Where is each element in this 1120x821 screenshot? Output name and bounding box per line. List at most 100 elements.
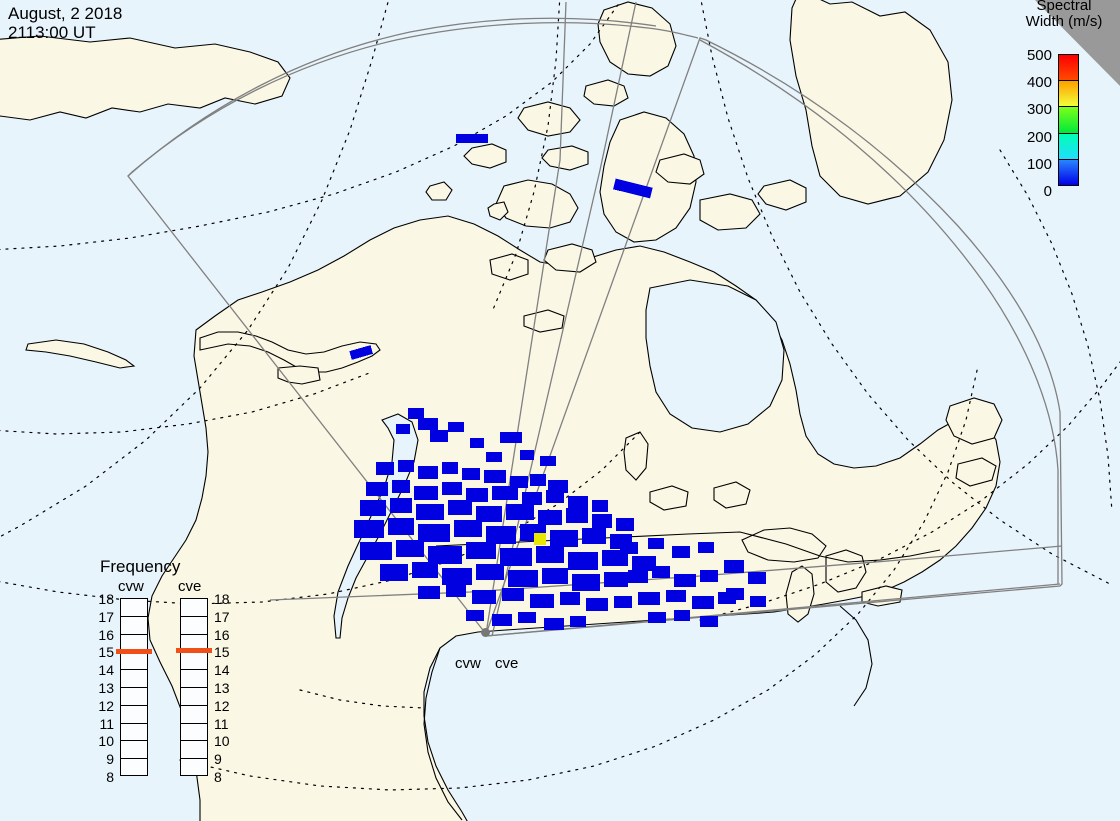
frequency-column-label-cve: cve	[178, 578, 202, 595]
frequency-gauge-cell	[181, 741, 207, 760]
frequency-tick-cve-16: 16	[214, 626, 230, 643]
colorbar-tick-400: 400	[1026, 74, 1052, 92]
frequency-tick-cvw-9: 9	[106, 751, 114, 768]
frequency-gauge-cell	[181, 706, 207, 724]
frequency-gauge-cell	[121, 617, 147, 635]
colorbar-tick-300: 300	[1026, 101, 1052, 119]
radar-data-cells	[349, 134, 766, 630]
map-corner-mask	[1035, 0, 1120, 86]
landmass-aleutian-island-2	[277, 365, 321, 385]
fov-cve-east-edge	[699, 39, 1059, 584]
frequency-gauge-cell	[121, 759, 147, 777]
landmass-newfoundland	[945, 397, 1003, 445]
data-cell-high-value	[534, 533, 546, 545]
great-lake-superior	[741, 527, 827, 563]
colorbar-band-0	[1058, 54, 1079, 82]
landmass-arctic-island-4	[463, 143, 507, 169]
colorbar-band-1	[1058, 80, 1079, 108]
frequency-tick-cvw-13: 13	[98, 680, 114, 696]
colorbar-title-line1: Spectral	[1036, 0, 1092, 14]
frequency-tick-cvw-18: 18	[98, 591, 114, 607]
landmass-arctic-island-9	[699, 193, 761, 231]
landmass-arctic-island-2	[583, 79, 629, 107]
landmass-arctic-island-10	[757, 179, 807, 211]
frequency-marker-cvw	[116, 649, 152, 655]
frequency-gauge-cell	[181, 688, 207, 706]
frequency-column-label-cvw: cvw	[118, 578, 144, 595]
frequency-gauge-cell	[181, 652, 207, 671]
lake-athabasca	[649, 485, 689, 511]
frequency-panel-title: Frequency	[100, 557, 181, 576]
landmass-baffin-island	[599, 111, 697, 243]
frequency-tick-cve-15: 15	[214, 644, 230, 661]
landmass-arctic-island-8	[487, 201, 509, 221]
frequency-marker-cve	[176, 647, 212, 653]
landmass-siberia	[0, 35, 291, 121]
frequency-gauge-cell	[181, 670, 207, 688]
frequency-tick-cve-9: 9	[214, 751, 222, 768]
fov-cvw-outline	[127, 22, 699, 635]
radar-site-label-cve: cve	[495, 655, 519, 672]
frequency-tick-cve-18: 18	[214, 591, 230, 607]
landmass-nova-scotia	[955, 457, 997, 487]
frequency-gauge-cell	[181, 599, 207, 617]
fov-cve-outline	[485, 37, 1063, 637]
frequency-tick-cve-17: 17	[214, 608, 230, 625]
frequency-gauge-cell	[121, 670, 147, 688]
frequency-gauge-cell	[121, 652, 147, 671]
frequency-gauge-cell	[181, 724, 207, 742]
frequency-gauge-cell	[121, 724, 147, 742]
frequency-gauge-cell	[121, 741, 147, 760]
plot-time: 2113:00 UT	[8, 23, 96, 42]
frequency-tick-cvw-11: 11	[99, 715, 114, 732]
plot-date: August, 2 2018	[8, 4, 123, 23]
frequency-gauge-cvw[interactable]	[120, 598, 148, 776]
frequency-gauge-cell	[181, 759, 207, 777]
radar-site-label-cvw: cvw	[455, 655, 481, 672]
radar-site-marker	[481, 628, 490, 637]
landmass-arctic-island-5	[541, 145, 589, 171]
landmass-arctic-island-6	[543, 243, 597, 273]
frequency-tick-cvw-15: 15	[98, 644, 114, 661]
frequency-tick-cve-13: 13	[214, 680, 230, 696]
colorbar-band-2	[1058, 106, 1079, 134]
coastline-california	[423, 647, 463, 821]
great-lake-huron	[825, 549, 867, 593]
colorbar-tick-0: 0	[1043, 183, 1052, 200]
graticule	[0, 0, 1120, 791]
frequency-tick-cve-11: 11	[214, 715, 229, 732]
frequency-tick-cvw-14: 14	[98, 662, 114, 679]
landmass-arctic-island-1	[517, 101, 581, 137]
hudson-bay	[645, 279, 785, 433]
landmass-arctic-island-3	[655, 153, 705, 185]
colorbar-title: Spectral Width (m/s)	[1008, 0, 1120, 30]
frequency-tick-cve-14: 14	[214, 662, 230, 679]
frequency-tick-cvw-16: 16	[98, 626, 114, 643]
colorbar-band-4	[1058, 158, 1079, 186]
frequency-gauge-cell	[181, 617, 207, 635]
landmass-ellesmere-island	[597, 1, 677, 77]
colorbar-tick-200: 200	[1026, 128, 1052, 146]
colorbar-title-line2: Width (m/s)	[1025, 13, 1103, 30]
lake-winnipeg	[623, 431, 649, 481]
colorbar-band-3	[1058, 132, 1079, 160]
colorbar-tick-500: 500	[1026, 47, 1052, 64]
frequency-tick-cve-12: 12	[214, 697, 230, 714]
frequency-gauge-cell	[121, 706, 147, 724]
frequency-gauge-cell	[121, 688, 147, 706]
landmass-greenland	[789, 0, 953, 205]
frequency-tick-cve-8: 8	[214, 769, 222, 785]
colorbar-tick-100: 100	[1026, 155, 1052, 173]
landmass-aleutian-island-1	[25, 339, 136, 369]
frequency-gauge-cve[interactable]	[180, 598, 208, 776]
frequency-tick-cvw-17: 17	[98, 608, 114, 625]
frequency-tick-cve-10: 10	[214, 733, 230, 750]
frequency-tick-cvw-8: 8	[106, 769, 114, 785]
landmass-arctic-island-7	[425, 181, 453, 201]
frequency-gauge-cell	[121, 599, 147, 617]
frequency-tick-cvw-10: 10	[98, 733, 114, 750]
colorbar-tick-labels: 500 400 300 200 100 0	[1008, 46, 1052, 206]
frequency-tick-cvw-12: 12	[98, 697, 114, 714]
fov-cvw-arc	[127, 17, 657, 177]
